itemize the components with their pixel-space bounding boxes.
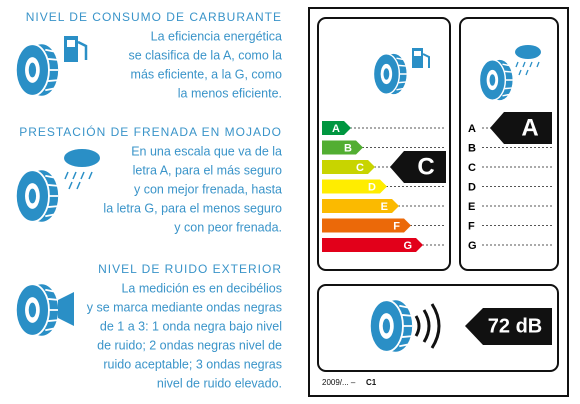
explanations xyxy=(14,36,100,337)
section-text: y con peor frenada. xyxy=(174,220,282,234)
grade-letter: B xyxy=(344,142,352,154)
grade-bar xyxy=(322,238,423,252)
section-text: más eficiente, a la G, como xyxy=(131,67,283,81)
section-text: la letra G, para el menos seguro xyxy=(103,201,282,215)
section-text: se clasifica de la A, como la xyxy=(128,48,282,62)
noise-panel xyxy=(317,284,559,372)
grade-letter: D xyxy=(368,181,376,193)
section-text: La medición es en decibélios xyxy=(121,281,282,295)
grade-bar xyxy=(322,179,387,194)
grade-letter: G xyxy=(468,240,477,252)
sound-waves xyxy=(414,303,441,349)
grade-bar xyxy=(322,160,375,174)
grade-bar xyxy=(322,218,411,233)
grade-letter: F xyxy=(468,220,475,232)
section-title: NIVEL DE CONSUMO DE CARBURANTE xyxy=(26,10,282,24)
grade-bar xyxy=(322,140,363,155)
label-border xyxy=(308,7,569,397)
grade-letter: A xyxy=(468,123,476,135)
section-text: La eficiencia energética xyxy=(151,29,282,43)
tire-icon xyxy=(372,53,408,95)
grade-letter: C xyxy=(356,162,364,174)
wet-panel xyxy=(459,17,559,271)
section-text: En una escala que va de la xyxy=(131,144,282,158)
grade-letter: F xyxy=(393,220,400,232)
grade-bar xyxy=(322,121,351,135)
section-text: y se marca mediante ondas negras xyxy=(87,300,282,314)
section-text: ruido aceptable; 3 ondas negras xyxy=(103,357,282,371)
tire-icon xyxy=(14,283,60,337)
grade-letter: E xyxy=(468,201,475,213)
grade-letter: C xyxy=(468,162,476,174)
tire-icon xyxy=(14,43,60,97)
grade-letter: G xyxy=(403,240,412,252)
noise-arrow xyxy=(465,308,552,345)
section-title: NIVEL DE RUIDO EXTERIOR xyxy=(98,262,282,276)
section-text: nivel de ruido elevado. xyxy=(157,376,282,390)
grade-letter: B xyxy=(468,142,476,154)
section-text: de ruido; 2 ondas negras nivel de xyxy=(97,338,282,352)
rating: A xyxy=(521,114,538,141)
rain-icon xyxy=(515,45,541,76)
rain-icon xyxy=(64,149,100,190)
section-title: PRESTACIÓN DE FRENADA EN MOJADO xyxy=(19,124,282,139)
section-text: de 1 a 3: 1 onda negra bajo nivel xyxy=(100,319,282,333)
tire-icon xyxy=(478,59,514,101)
pump-icon xyxy=(412,48,430,68)
section-text: letra A, para el más seguro xyxy=(133,163,282,177)
tire-class: C1 xyxy=(366,378,377,387)
noise-value: 72 dB xyxy=(488,315,542,337)
speaker-icon xyxy=(58,292,74,326)
grade-letter: D xyxy=(468,181,476,193)
section-text: y con mejor frenada, hasta xyxy=(134,182,282,196)
section-text: la menos eficiente. xyxy=(178,86,282,100)
rating-arrow xyxy=(490,112,552,144)
regulation: 2009/... – xyxy=(322,378,356,387)
grade-letter: E xyxy=(381,201,388,213)
rating-arrow xyxy=(390,151,446,183)
grade-letter: A xyxy=(332,123,340,135)
pump-icon xyxy=(64,36,88,62)
tire-icon xyxy=(368,299,414,353)
tire-icon xyxy=(14,169,60,223)
grade-bar xyxy=(322,199,399,213)
fuel-panel xyxy=(317,17,451,271)
rating: C xyxy=(417,153,434,180)
